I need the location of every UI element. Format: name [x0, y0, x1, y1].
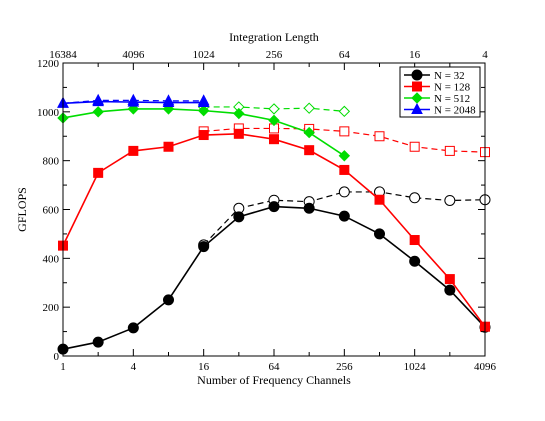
- data-point: [339, 164, 350, 175]
- data-point: [233, 128, 244, 139]
- x-tick-label: 64: [269, 361, 281, 373]
- data-point: [303, 202, 315, 214]
- data-point: [268, 114, 280, 127]
- data-point-hollow: [444, 145, 455, 156]
- data-point: [163, 294, 174, 306]
- data-point: [233, 107, 245, 120]
- legend-marker: [411, 102, 423, 114]
- data-point: [92, 106, 104, 118]
- y-axis-title: GFLOPS: [15, 187, 29, 232]
- data-point: [92, 95, 104, 107]
- x-tick-label: 16: [198, 361, 210, 373]
- data-point-hollow: [409, 141, 420, 152]
- data-point-hollow: [303, 102, 315, 114]
- legend-label: N = 2048: [434, 105, 476, 117]
- data-point: [128, 145, 139, 156]
- data-point: [127, 95, 140, 107]
- data-point: [163, 141, 174, 152]
- data-point-hollow: [374, 131, 385, 142]
- x-tick-label: 1: [60, 361, 66, 373]
- data-point: [374, 228, 385, 240]
- x-tick-label: 4096: [474, 361, 497, 373]
- data-point: [127, 322, 139, 334]
- data-point-hollow: [444, 194, 456, 206]
- data-point: [269, 134, 279, 145]
- data-point: [303, 126, 315, 139]
- data-point: [338, 150, 351, 162]
- series-solid-line: [62, 205, 486, 350]
- data-point-hollow: [268, 103, 280, 115]
- data-point: [338, 210, 350, 222]
- y-tick-label: 800: [43, 156, 60, 168]
- series-dashed-line: [203, 191, 486, 246]
- data-point-hollow: [338, 186, 350, 198]
- series-solid-line: [62, 133, 486, 328]
- legend-marker: [411, 69, 423, 81]
- series-triangle: [57, 93, 210, 108]
- data-point: [198, 130, 209, 141]
- y-tick-label: 600: [43, 205, 60, 217]
- x2-tick-label: 256: [266, 49, 283, 61]
- y-tick-label: 200: [43, 302, 60, 314]
- data-point: [233, 211, 245, 223]
- data-point: [374, 194, 385, 205]
- legend-label: N = 512: [434, 93, 470, 105]
- x-tick-label: 256: [336, 361, 353, 373]
- data-point-hollow: [339, 126, 350, 137]
- data-point-hollow: [409, 192, 421, 204]
- y-tick-label: 0: [54, 351, 60, 363]
- data-point: [409, 255, 421, 267]
- data-point: [198, 241, 210, 253]
- series-square: [58, 123, 490, 332]
- y-tick-label: 400: [43, 253, 60, 265]
- x-axis-title: Number of Frequency Channels: [197, 373, 351, 387]
- data-point: [409, 235, 420, 246]
- x2-tick-label: 4: [482, 49, 488, 61]
- x-tick-label: 1024: [404, 361, 427, 373]
- y-tick-label: 1000: [37, 107, 60, 119]
- series-circle: [57, 186, 491, 355]
- axes-layer: 0 200 400 600 800 1000 1200 1 16384 4 4096 16 1024 64…: [37, 49, 497, 373]
- data-point: [93, 167, 104, 178]
- data-point: [197, 104, 210, 117]
- data-point: [444, 284, 456, 296]
- data-point-hollow: [338, 105, 351, 118]
- x2-tick-label: 16: [409, 49, 421, 61]
- data-point: [162, 95, 175, 108]
- x2-tick-label: 16384: [49, 49, 77, 61]
- data-point: [444, 274, 455, 285]
- legend-label: N = 128: [434, 82, 471, 94]
- data-point: [197, 95, 210, 108]
- plot-layer: [57, 93, 491, 355]
- data-point: [268, 201, 280, 213]
- x2-tick-label: 4096: [122, 49, 145, 61]
- legend-marker: [412, 81, 422, 92]
- x2-tick-label: 64: [339, 49, 351, 61]
- x2-tick-label: 1024: [193, 49, 216, 61]
- y-tick-label: 1200: [37, 58, 60, 70]
- legend-label: N = 32: [434, 70, 465, 82]
- data-point: [92, 336, 104, 348]
- top-axis-title: Integration Length: [229, 30, 319, 44]
- data-point: [304, 145, 315, 156]
- x-tick-label: 4: [131, 361, 137, 373]
